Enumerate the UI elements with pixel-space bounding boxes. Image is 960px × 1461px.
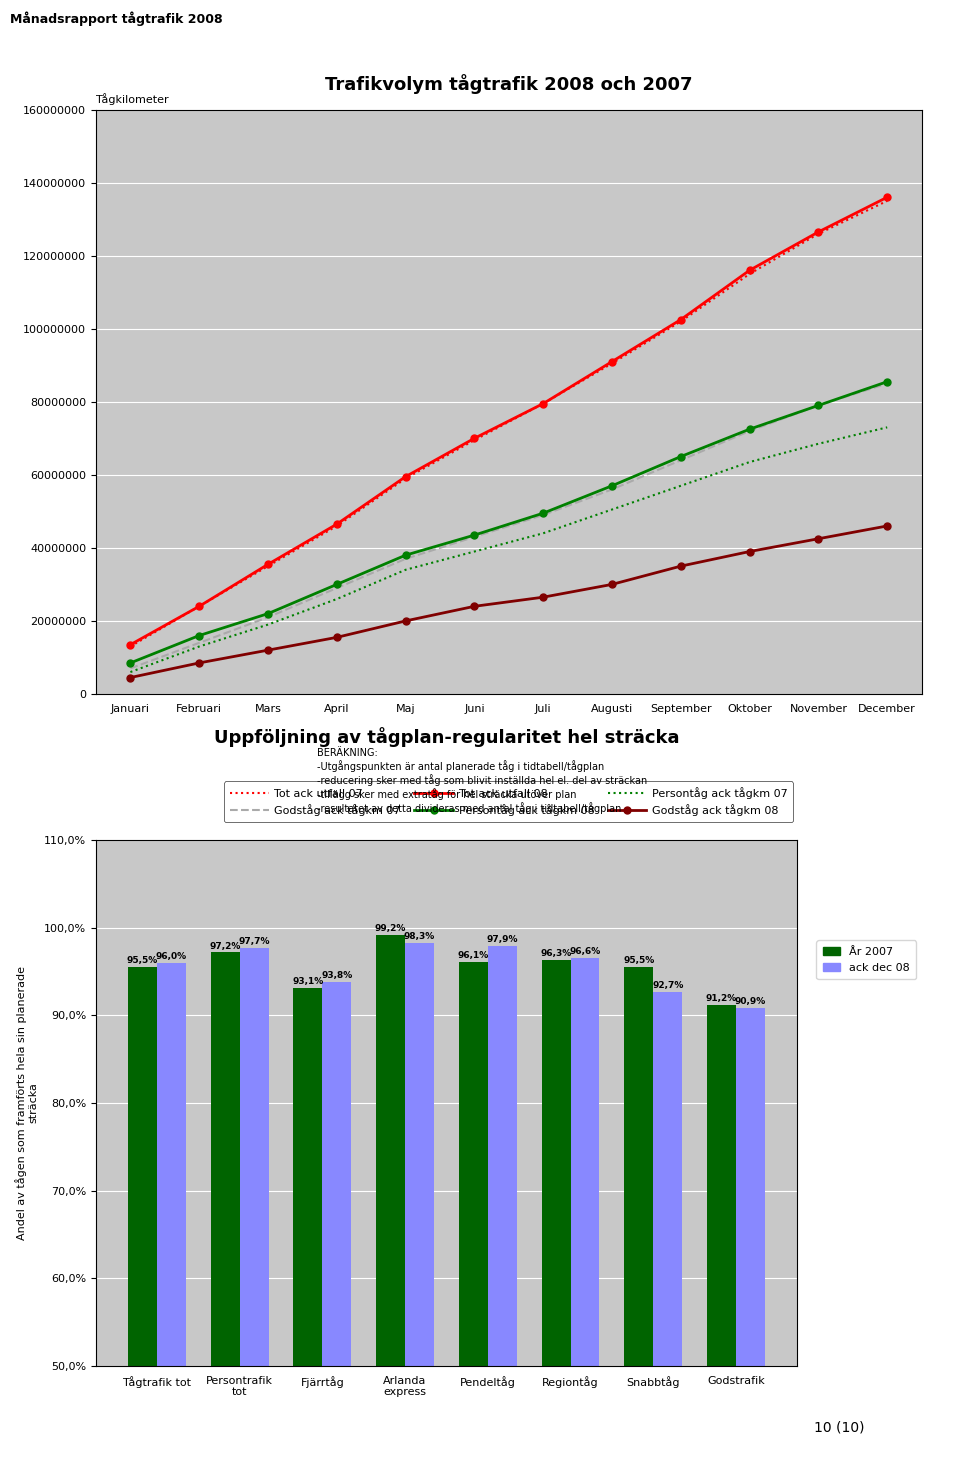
Bar: [323, 982, 351, 1461]
Bar: [541, 960, 570, 1461]
Text: 96,0%: 96,0%: [156, 953, 187, 961]
Bar: [156, 963, 186, 1461]
Bar: [294, 988, 323, 1461]
Title: Trafikvolym tågtrafik 2008 och 2007: Trafikvolym tågtrafik 2008 och 2007: [325, 75, 692, 94]
Text: 93,1%: 93,1%: [292, 977, 324, 986]
Text: Tågkilometer: Tågkilometer: [96, 94, 169, 105]
Text: 95,5%: 95,5%: [623, 957, 655, 966]
Legend: År 2007, ack dec 08: År 2007, ack dec 08: [816, 941, 916, 979]
Text: 97,7%: 97,7%: [238, 937, 270, 947]
Text: 93,8%: 93,8%: [322, 972, 352, 980]
Text: Månadsrapport tågtrafik 2008: Månadsrapport tågtrafik 2008: [10, 12, 222, 26]
Title: Uppföljning av tågplan-regularitet hel sträcka: Uppföljning av tågplan-regularitet hel s…: [214, 728, 679, 747]
Legend: Tot ack utfall 07, Godståg ack tågkm 07, Tot ack utfall 08, Persontåg ack tågkm : Tot ack utfall 07, Godståg ack tågkm 07,…: [225, 782, 793, 823]
Text: 96,6%: 96,6%: [569, 947, 601, 955]
Bar: [624, 967, 653, 1461]
Bar: [459, 961, 488, 1461]
Bar: [707, 1005, 736, 1461]
Text: 90,9%: 90,9%: [734, 996, 766, 1005]
Bar: [240, 948, 269, 1461]
Bar: [405, 942, 434, 1461]
Bar: [376, 935, 405, 1461]
Bar: [210, 953, 240, 1461]
Bar: [736, 1008, 765, 1461]
Text: 97,9%: 97,9%: [487, 935, 518, 944]
Text: 96,1%: 96,1%: [458, 951, 489, 960]
Y-axis label: Andel av tågen som framförts hela sin planerade
sträcka: Andel av tågen som framförts hela sin pl…: [15, 966, 38, 1240]
Text: 92,7%: 92,7%: [652, 980, 684, 991]
Bar: [128, 967, 156, 1461]
Bar: [653, 992, 683, 1461]
Text: 98,3%: 98,3%: [404, 932, 435, 941]
Text: BERÄKNING:
-Utgångspunkten är antal planerade tåg i tidtabell/tågplan
-reducerin: BERÄKNING: -Utgångspunkten är antal plan…: [317, 748, 647, 814]
Text: 95,5%: 95,5%: [127, 957, 158, 966]
Text: 91,2%: 91,2%: [706, 993, 737, 1004]
Text: 96,3%: 96,3%: [540, 950, 571, 958]
Text: 99,2%: 99,2%: [374, 923, 406, 934]
Bar: [488, 947, 516, 1461]
Bar: [570, 957, 599, 1461]
Text: 97,2%: 97,2%: [209, 941, 241, 951]
Text: 10 (10): 10 (10): [813, 1420, 864, 1435]
